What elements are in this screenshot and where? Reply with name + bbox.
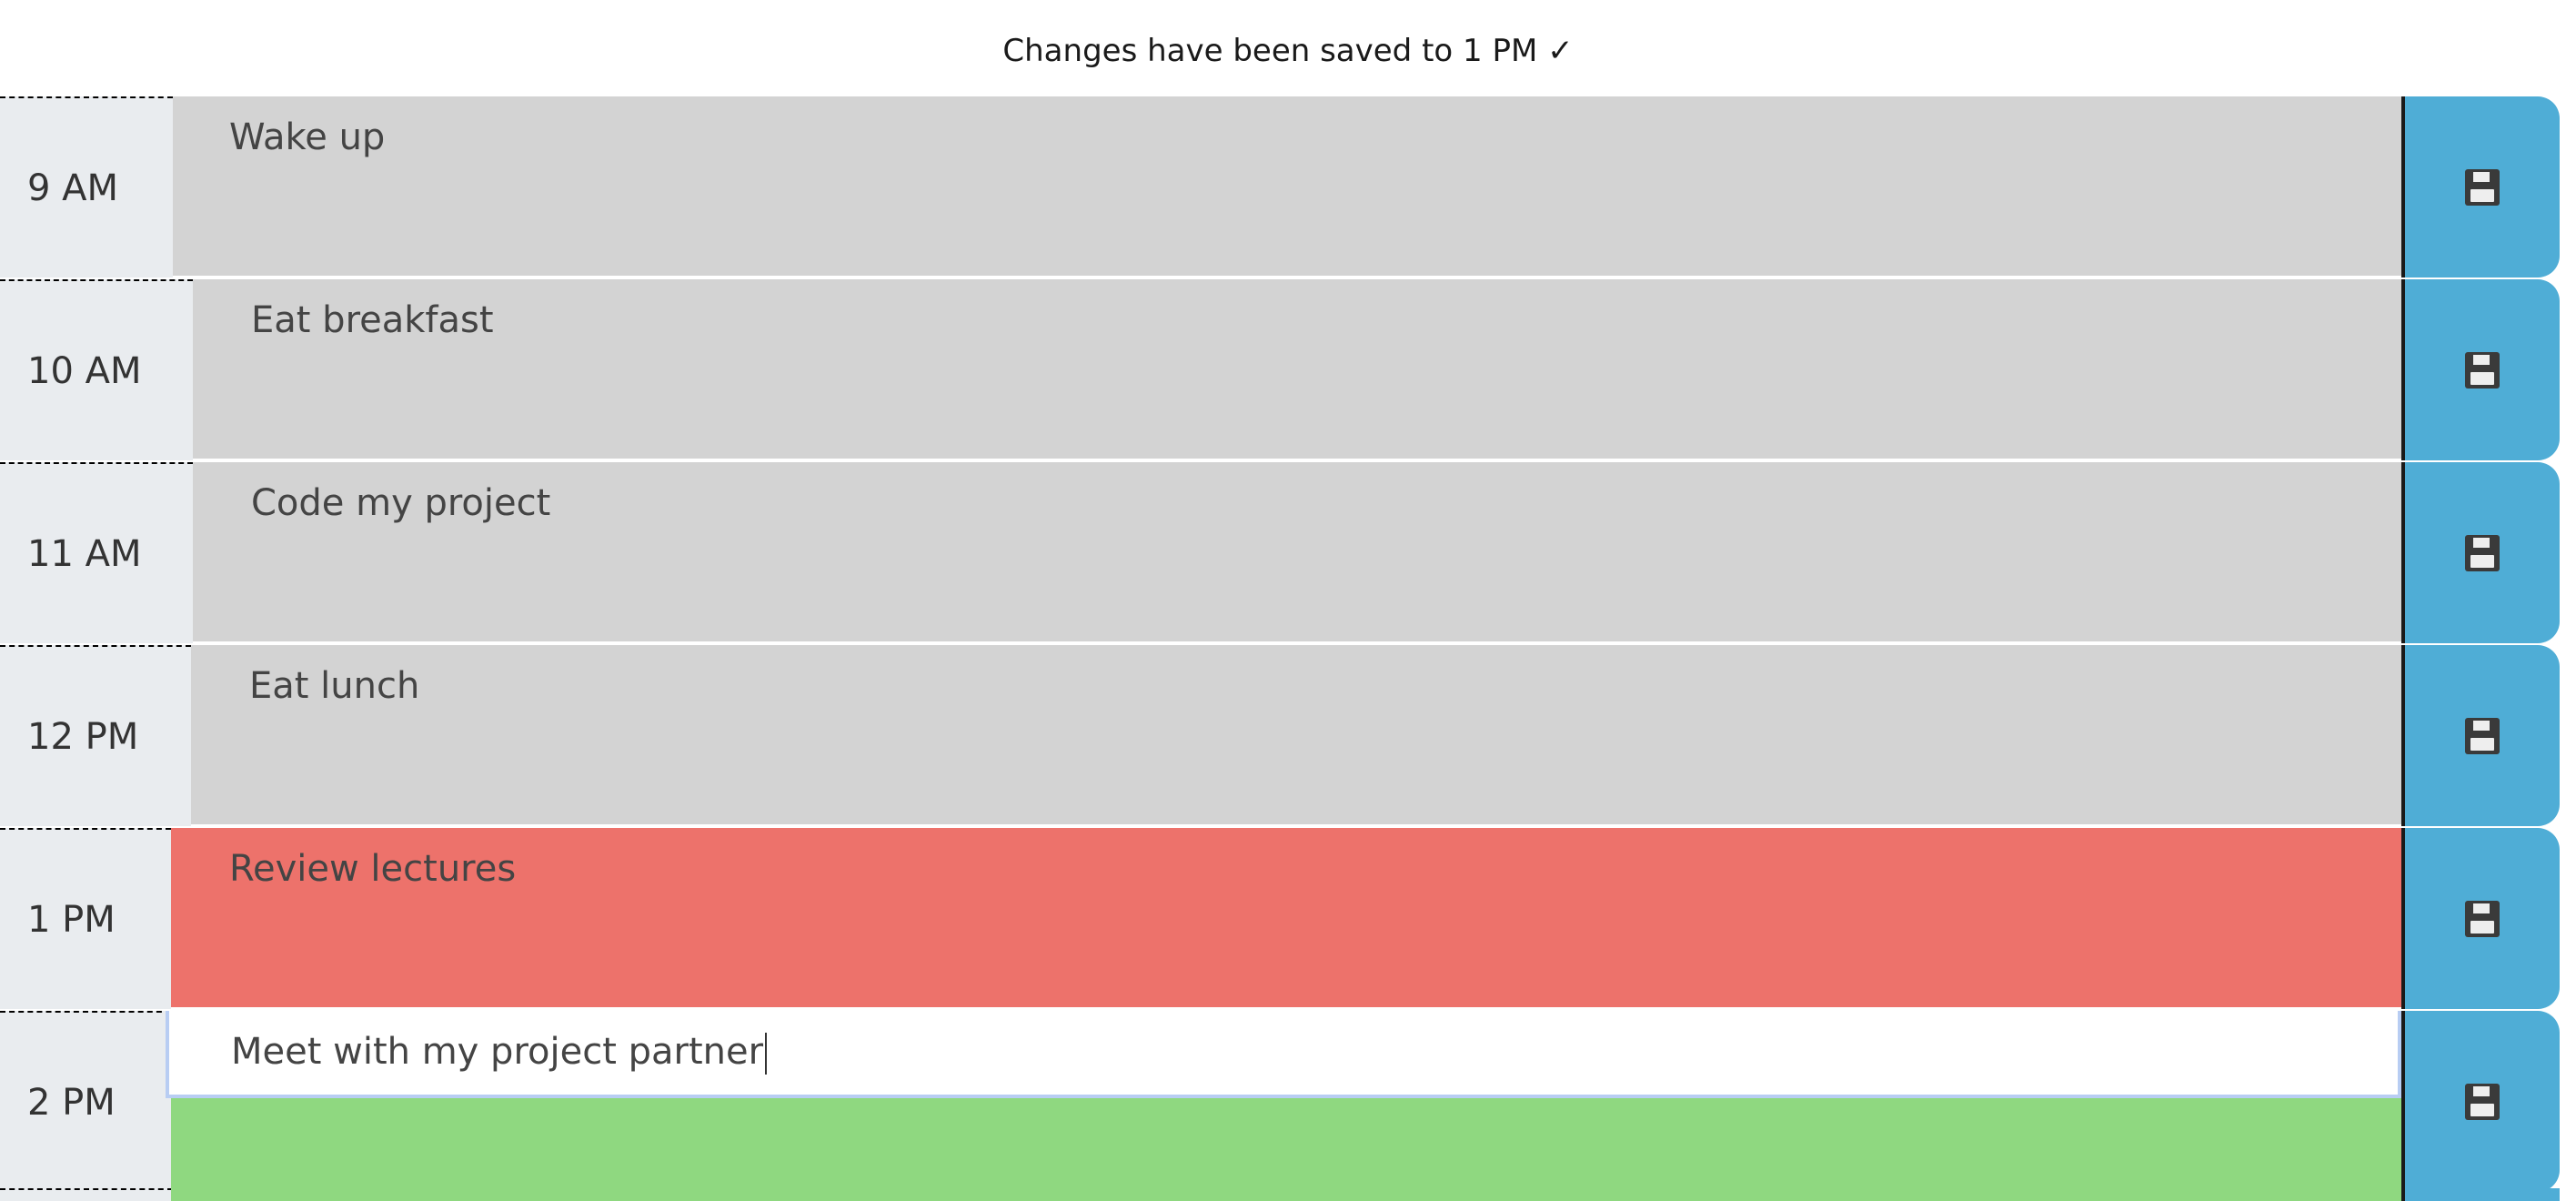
timeblock-row: 9 AM Wake up	[0, 96, 2576, 279]
focused-text-input[interactable]: Meet with my project partner	[166, 1011, 2401, 1098]
hour-label: 2 PM	[0, 1011, 171, 1192]
description-text: Wake up	[229, 116, 386, 158]
description-textarea[interactable]: Eat lunch	[191, 645, 2401, 826]
timeblock-row: 1 PM Review lectures	[0, 828, 2576, 1011]
floppy-disk-icon	[2465, 717, 2500, 754]
save-button[interactable]	[2401, 645, 2560, 826]
save-button[interactable]	[2401, 1011, 2560, 1192]
floppy-disk-icon	[2465, 534, 2500, 571]
save-button[interactable]	[2401, 828, 2560, 1009]
timeblock-row: 2 PM Meet with my project partner	[0, 1011, 2576, 1194]
description-textarea[interactable]: Eat breakfast	[193, 279, 2401, 460]
timeblock-row: 10 AM Eat breakfast	[0, 279, 2576, 462]
hour-label: 10 AM	[0, 279, 193, 460]
save-button[interactable]	[2401, 462, 2560, 643]
description-textarea[interactable]: Review lectures	[171, 828, 2401, 1009]
timeblock-list: 9 AM Wake up 10 AM Eat breakfast 11 AM C…	[0, 96, 2576, 1194]
hour-label: 9 AM	[0, 96, 173, 278]
save-button[interactable]	[2401, 279, 2560, 460]
hour-label: 12 PM	[0, 645, 191, 826]
description-text: Meet with my project partner	[231, 1031, 768, 1075]
timeblock-row: 12 PM Eat lunch	[0, 645, 2576, 828]
timeblock-row: 11 AM Code my project	[0, 462, 2576, 645]
save-button-partial[interactable]	[2401, 1188, 2560, 1201]
description-text: Review lectures	[229, 848, 517, 890]
floppy-disk-icon	[2465, 351, 2500, 389]
description-textarea[interactable]: Wake up	[173, 96, 2401, 278]
description-textarea[interactable]: Code my project	[193, 462, 2401, 643]
hour-label: 1 PM	[0, 828, 171, 1009]
hour-label: 11 AM	[0, 462, 193, 643]
floppy-disk-icon	[2465, 1083, 2500, 1120]
text-cursor	[765, 1033, 768, 1075]
description-text: Eat breakfast	[251, 299, 494, 341]
save-notice: Changes have been saved to 1 PM ✓	[1002, 33, 1574, 69]
description-textarea-partial[interactable]	[171, 1188, 2401, 1201]
save-button[interactable]	[2401, 96, 2560, 278]
floppy-disk-icon	[2465, 900, 2500, 937]
description-text: Code my project	[251, 482, 551, 524]
hour-label-partial	[0, 1188, 173, 1201]
timeblock-row-partial	[0, 1188, 2576, 1201]
floppy-disk-icon	[2465, 168, 2500, 206]
description-text: Eat lunch	[249, 665, 420, 707]
